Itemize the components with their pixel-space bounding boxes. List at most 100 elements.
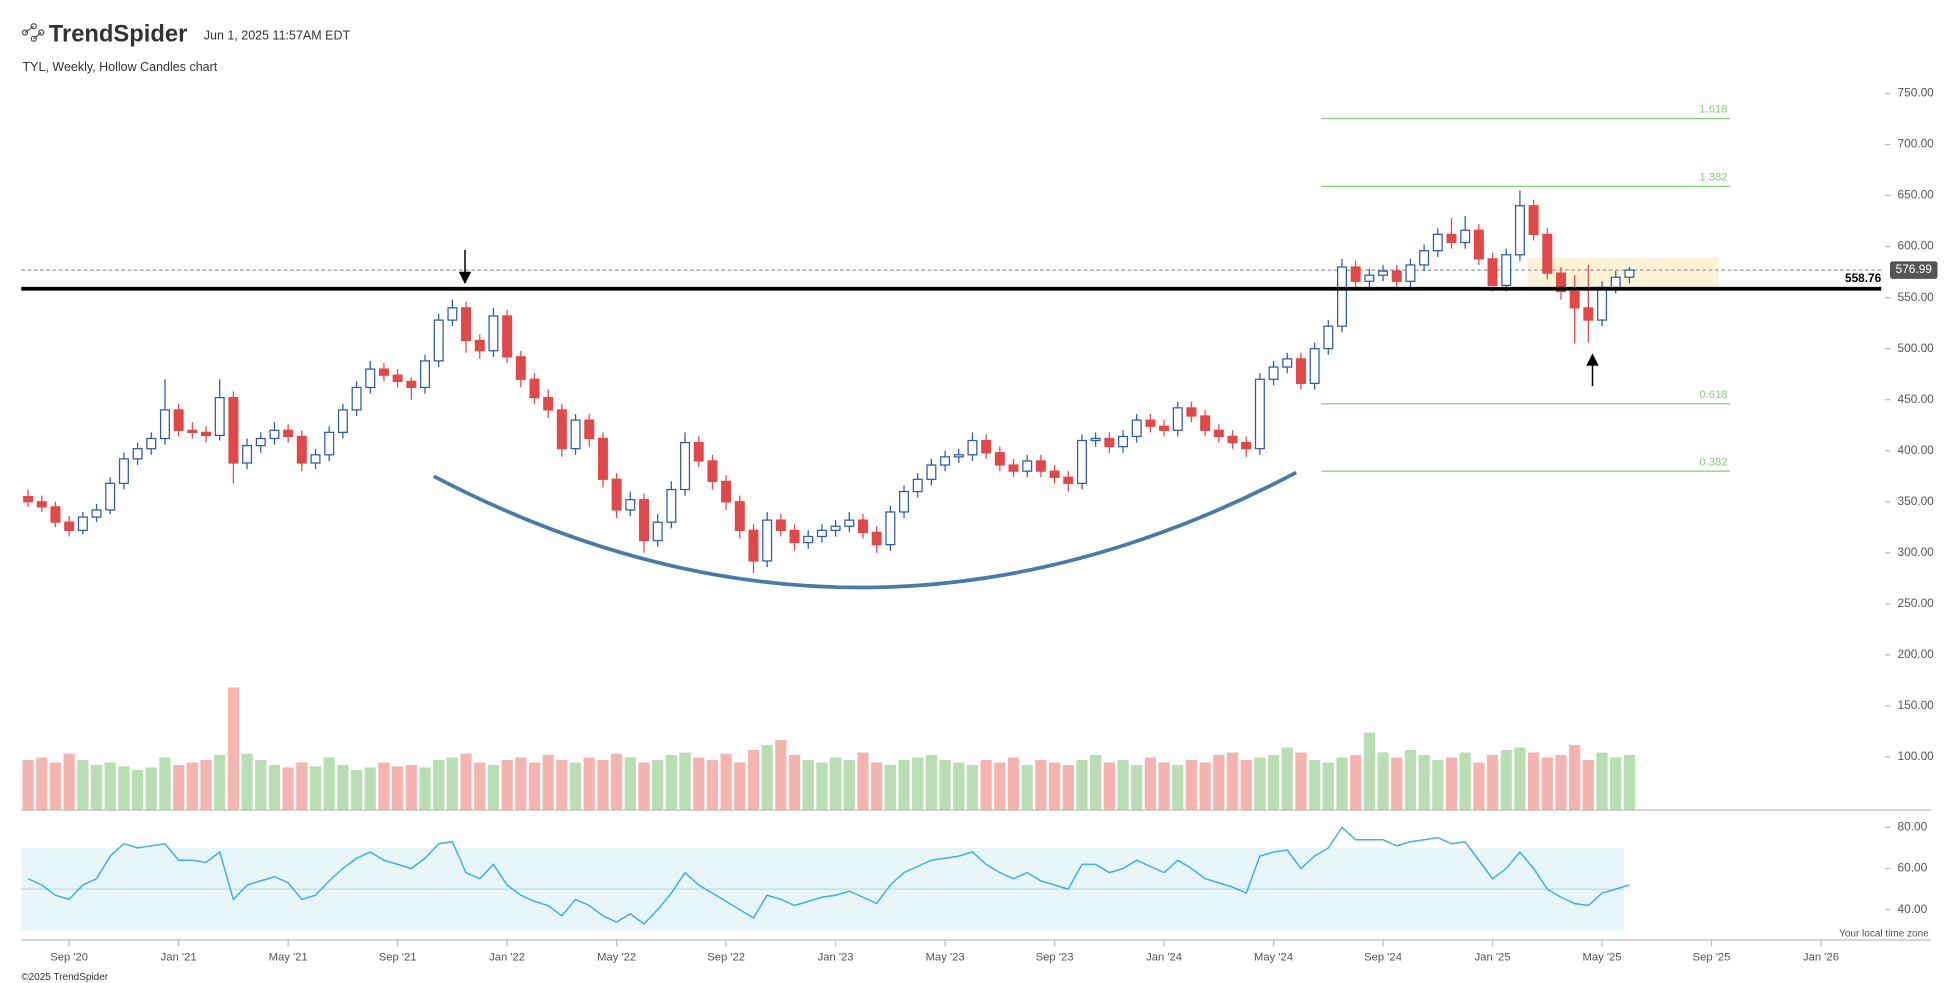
volume-bar — [49, 762, 62, 810]
volume-bar — [1391, 757, 1403, 810]
candle-body — [1391, 270, 1402, 282]
candle-body — [392, 374, 403, 382]
candle-body — [406, 380, 417, 389]
volume-bar — [405, 765, 417, 810]
candle-body — [1063, 476, 1074, 485]
volume-bar — [912, 757, 924, 810]
candle-body — [242, 444, 253, 464]
x-tick-label: May '24 — [1254, 951, 1293, 963]
candle-body — [146, 437, 157, 450]
volume-bar — [131, 770, 144, 810]
candle-body — [556, 409, 567, 450]
x-tick-label: Sep '23 — [1036, 951, 1074, 963]
candle-body — [721, 480, 732, 503]
x-tick-label: Sep '20 — [50, 951, 88, 963]
volume-bar — [364, 767, 376, 810]
volume-bar — [638, 762, 650, 810]
candle-body — [420, 360, 431, 389]
arrow-down — [458, 249, 472, 285]
volume-bar — [706, 760, 719, 810]
volume-bar — [1623, 755, 1636, 810]
candle-body — [570, 419, 581, 450]
volume-bar — [90, 765, 103, 810]
chart-title: TYL, Weekly, Hollow Candles chart — [23, 60, 218, 74]
candle-body — [680, 441, 691, 491]
fib-label: 0.382 — [1699, 456, 1727, 468]
volume-bar — [296, 762, 308, 810]
candle-body — [351, 386, 362, 411]
candle-body — [488, 315, 499, 352]
candle-body — [789, 529, 800, 544]
volume-bar — [1185, 760, 1198, 810]
candle-body — [1323, 325, 1334, 350]
candle-body — [981, 439, 992, 454]
volume-bar — [419, 767, 431, 810]
y-tick-label: 150.00 — [1898, 698, 1935, 712]
candle-body — [885, 511, 896, 546]
rsi-tick-label: 40.00 — [1898, 902, 1928, 916]
volume-bar — [980, 760, 992, 810]
candle-body — [1419, 250, 1430, 266]
volume-bar — [1473, 762, 1485, 810]
volume-bar — [159, 757, 171, 810]
volume-bar — [528, 762, 541, 810]
volume-bar — [268, 765, 281, 810]
candle-body — [1131, 419, 1142, 438]
volume-bar — [1445, 757, 1458, 810]
volume-bar — [665, 755, 677, 810]
volume-bar — [309, 766, 322, 810]
volume-bar — [610, 753, 623, 810]
volume-bar — [186, 762, 198, 810]
volume-bar — [1418, 755, 1430, 810]
candle-body — [1487, 258, 1498, 287]
candle-body — [830, 525, 841, 531]
volume-bar — [597, 760, 609, 810]
volume-bar — [145, 767, 157, 810]
y-tick-label: 400.00 — [1898, 443, 1935, 457]
y-tick-label: 250.00 — [1898, 596, 1935, 610]
volume-bar — [63, 753, 75, 810]
candle-body — [228, 397, 239, 464]
candle-body — [1432, 233, 1443, 252]
volume-bar — [939, 760, 951, 810]
candle-body — [994, 452, 1005, 466]
timezone-note: Your local time zone — [1839, 928, 1929, 939]
volume-bar — [474, 762, 486, 810]
candle-body — [1501, 254, 1512, 287]
volume-bar — [1131, 765, 1143, 810]
volume-bar — [1281, 747, 1293, 810]
volume-bar — [1021, 765, 1033, 810]
candle-body — [748, 529, 759, 562]
candle-body — [1186, 407, 1197, 417]
candle-body — [50, 506, 61, 523]
volume-bar — [1117, 760, 1129, 810]
volume-bar — [1336, 757, 1348, 810]
volume-bar — [1555, 755, 1567, 810]
y-tick-label: 300.00 — [1898, 545, 1935, 559]
volume-bar — [392, 766, 404, 810]
y-tick-label: 450.00 — [1898, 392, 1935, 406]
candle-body — [638, 499, 649, 542]
volume-bar — [1486, 755, 1499, 810]
candle-body — [734, 501, 745, 531]
y-tick-label: 550.00 — [1898, 290, 1935, 304]
candle-body — [201, 431, 212, 437]
candle-body — [1227, 435, 1238, 444]
candle-body — [378, 368, 389, 376]
candle-body — [953, 454, 964, 458]
candle-body — [707, 460, 718, 482]
candle-body — [1213, 429, 1224, 438]
volume-bar — [1076, 760, 1088, 810]
volume-bar — [1459, 752, 1471, 810]
candle-body — [1555, 272, 1566, 293]
candle-body — [1610, 276, 1621, 289]
volume-bar — [1240, 760, 1252, 810]
logo-icon — [21, 23, 45, 42]
volume-bar — [1377, 752, 1389, 810]
volume-bar — [994, 762, 1006, 810]
candle-body — [1597, 286, 1608, 321]
candle-body — [1378, 270, 1389, 276]
y-tick-label: 200.00 — [1898, 647, 1935, 661]
candle-body — [1268, 366, 1279, 380]
candle-body — [1076, 439, 1087, 485]
